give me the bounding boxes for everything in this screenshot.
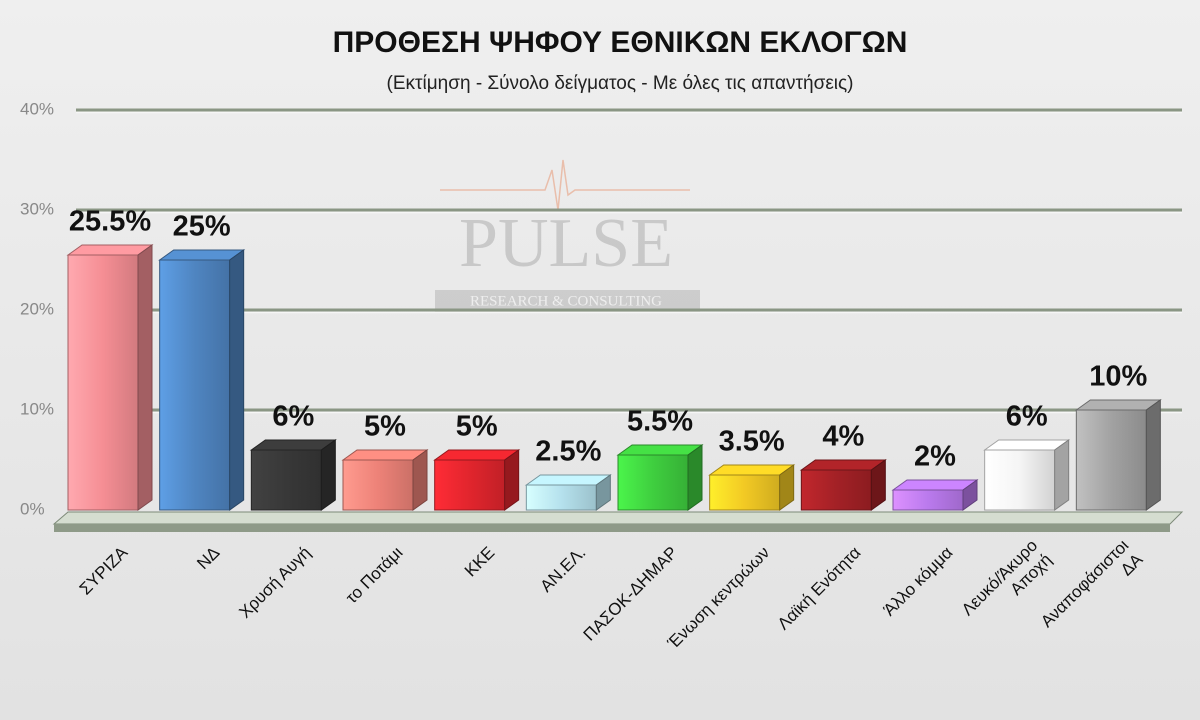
value-label: 25% — [173, 211, 231, 243]
bar — [159, 259, 231, 511]
bar-side — [412, 449, 428, 511]
value-label: 4% — [822, 421, 864, 453]
bar-side — [962, 479, 978, 511]
bar-side — [687, 444, 703, 511]
watermark-band — [435, 290, 700, 312]
value-label: 10% — [1089, 361, 1147, 393]
bar-side — [1054, 439, 1070, 511]
value-label: 2% — [914, 441, 956, 473]
bar — [525, 484, 597, 511]
value-label: 3.5% — [719, 426, 785, 458]
value-label: 6% — [272, 401, 314, 433]
bar-side — [779, 464, 795, 511]
value-label: 5% — [364, 411, 406, 443]
watermark-line — [440, 159, 690, 211]
bar — [984, 449, 1056, 511]
bar — [434, 459, 506, 511]
value-label: 2.5% — [535, 436, 601, 468]
floor — [52, 511, 1184, 525]
floor-edge — [54, 524, 1170, 532]
bar — [67, 254, 139, 511]
bar — [342, 459, 414, 511]
bar-side — [1145, 399, 1161, 511]
bar-side — [137, 244, 153, 511]
bar — [709, 474, 781, 511]
y-tick-label: 40% — [20, 99, 54, 118]
bar — [892, 489, 964, 511]
bar-side — [320, 439, 336, 511]
bar — [250, 449, 322, 511]
y-tick-label: 20% — [20, 299, 54, 318]
bar — [1075, 409, 1147, 511]
value-label: 5.5% — [627, 406, 693, 438]
watermark-sub: RESEARCH & CONSULTING — [470, 293, 662, 309]
y-tick-label: 30% — [20, 199, 54, 218]
bar — [800, 469, 872, 511]
value-label: 6% — [1006, 401, 1048, 433]
bar-side — [229, 249, 245, 511]
value-label: 5% — [456, 411, 498, 443]
y-tick-label: 0% — [20, 499, 45, 518]
chart-subtitle: (Εκτίμηση - Σύνολο δείγματος - Με όλες τ… — [387, 73, 854, 94]
chart-title: ΠΡΟΘΕΣΗ ΨΗΦΟΥ ΕΘΝΙΚΩΝ ΕΚΛΟΓΩΝ — [333, 26, 908, 59]
bar-side — [870, 459, 886, 511]
value-label: 25.5% — [69, 206, 151, 238]
bar-side — [595, 474, 611, 511]
watermark: PULSE — [459, 205, 673, 282]
y-tick-label: 10% — [20, 399, 54, 418]
bar-side — [504, 449, 520, 511]
bar — [617, 454, 689, 511]
